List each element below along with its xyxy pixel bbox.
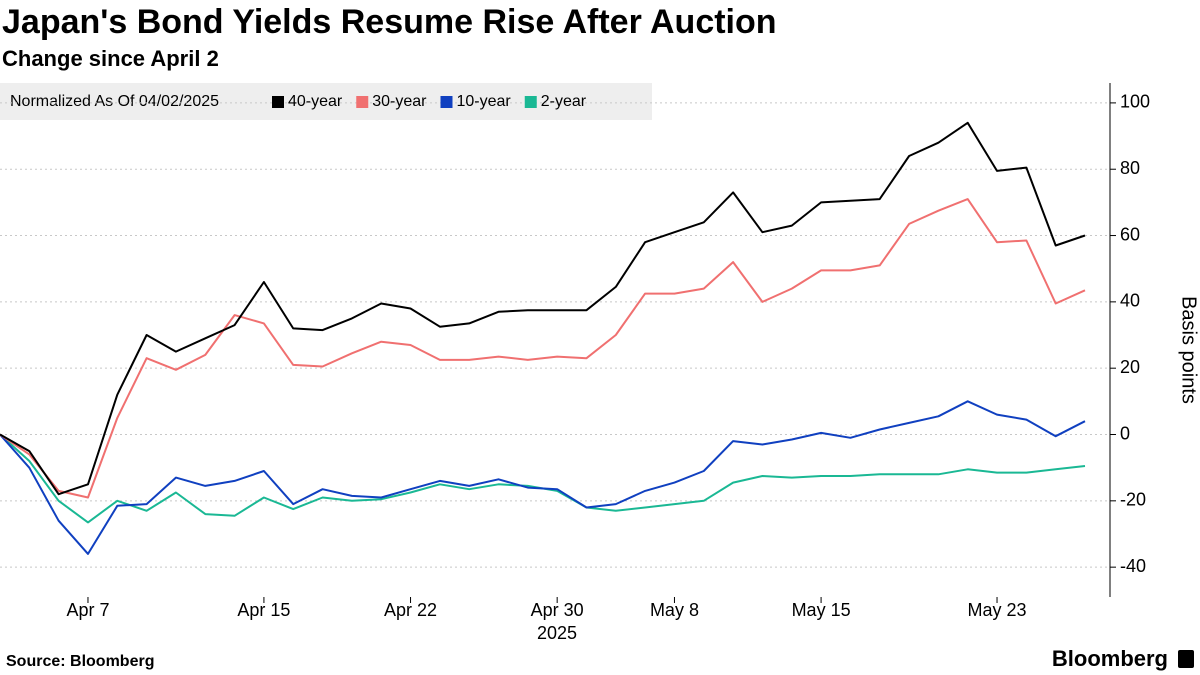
legend-label: 2-year xyxy=(541,93,587,110)
y-tick-label: 80 xyxy=(1120,158,1140,178)
series-line xyxy=(0,121,1086,496)
y-axis-label: Basis points xyxy=(1178,296,1200,404)
x-year-label: 2025 xyxy=(537,623,577,643)
x-tick-label: May 23 xyxy=(968,600,1027,620)
chart-title: Japan's Bond Yields Resume Rise After Au… xyxy=(2,3,777,41)
legend-label: 10-year xyxy=(457,93,512,110)
x-tick-label: Apr 30 xyxy=(531,600,584,620)
y-tick-label: 60 xyxy=(1120,224,1140,244)
legend-label: 30-year xyxy=(372,93,427,110)
x-tick-label: May 15 xyxy=(792,600,851,620)
legend-title: Normalized As Of 04/02/2025 xyxy=(10,93,219,110)
legend-label: 40-year xyxy=(288,93,343,110)
legend-swatch xyxy=(272,96,284,108)
legend-swatch xyxy=(356,96,369,108)
brand-icon xyxy=(1178,650,1194,668)
source: Source: Bloomberg xyxy=(6,653,154,670)
chart-subtitle: Change since April 2 xyxy=(2,46,219,71)
legend-box xyxy=(0,83,652,120)
y-tick-label: -20 xyxy=(1120,490,1146,510)
brand: Bloomberg xyxy=(1052,646,1168,671)
legend-swatch xyxy=(440,96,453,108)
y-tick-label: 0 xyxy=(1120,423,1130,443)
x-tick-label: Apr 22 xyxy=(384,600,437,620)
x-tick-label: Apr 7 xyxy=(66,600,109,620)
y-tick-label: 100 xyxy=(1120,92,1150,112)
x-tick-label: Apr 15 xyxy=(237,600,290,620)
series-line xyxy=(0,433,1086,524)
x-tick-label: May 8 xyxy=(650,600,699,620)
y-tick-label: 20 xyxy=(1120,357,1140,377)
series-line xyxy=(0,400,1086,555)
series-line xyxy=(0,198,1086,499)
y-tick-label: 40 xyxy=(1120,291,1140,311)
y-tick-label: -40 xyxy=(1120,556,1146,576)
legend-swatch xyxy=(524,96,537,108)
